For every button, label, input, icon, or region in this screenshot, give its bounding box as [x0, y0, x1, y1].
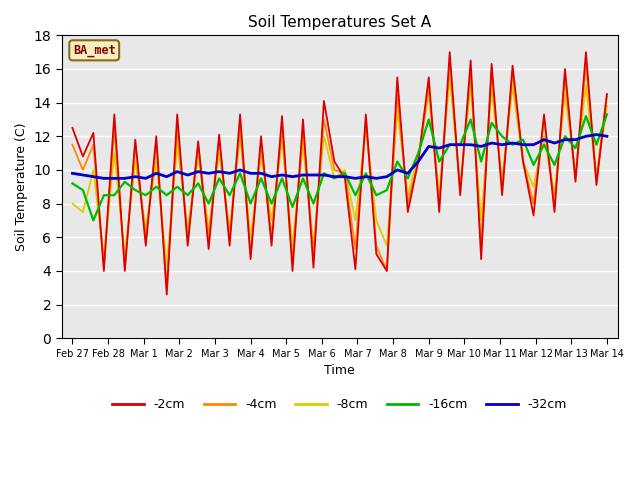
Title: Soil Temperatures Set A: Soil Temperatures Set A	[248, 15, 431, 30]
X-axis label: Time: Time	[324, 364, 355, 377]
Y-axis label: Soil Temperature (C): Soil Temperature (C)	[15, 122, 28, 251]
Text: BA_met: BA_met	[73, 44, 116, 57]
Legend: -2cm, -4cm, -8cm, -16cm, -32cm: -2cm, -4cm, -8cm, -16cm, -32cm	[108, 393, 572, 416]
